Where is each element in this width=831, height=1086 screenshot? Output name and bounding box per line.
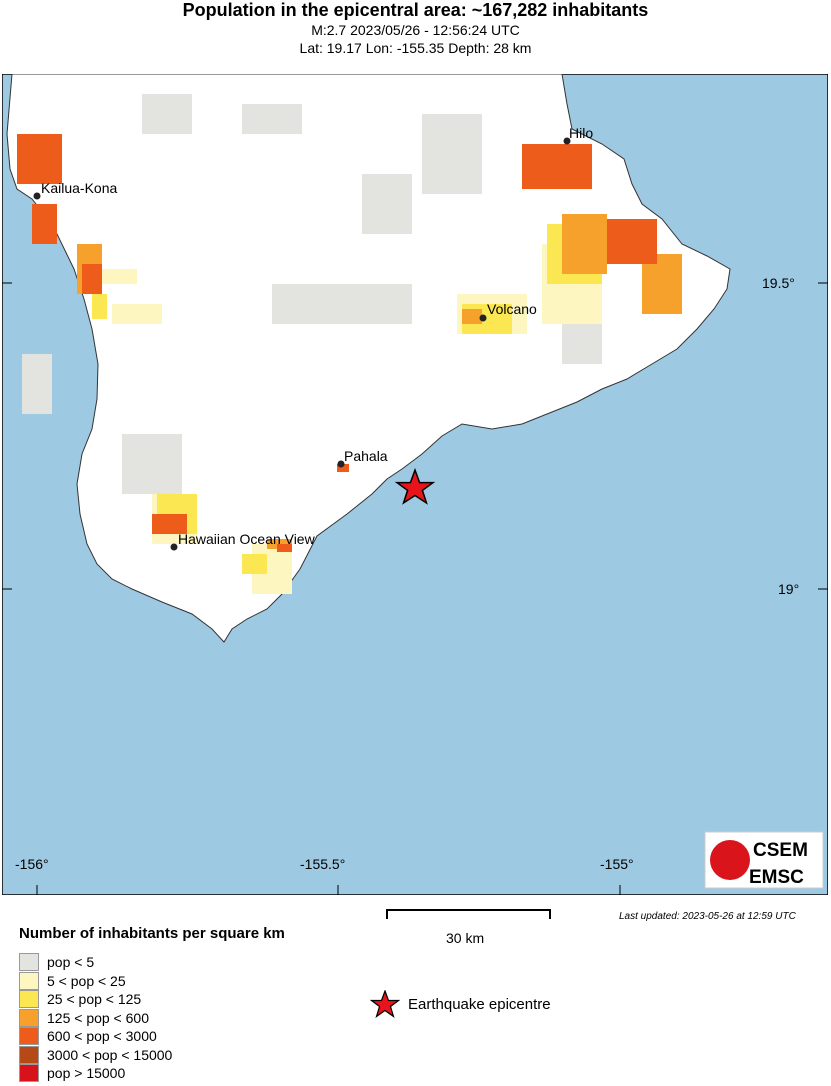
kailua-kona-marker	[33, 192, 41, 200]
lon-tick: -156°	[15, 856, 49, 872]
place-label: Hawaiian Ocean View	[178, 531, 316, 547]
pahala-marker	[337, 460, 345, 468]
place-label: Pahala	[344, 448, 388, 464]
hilo-marker	[563, 137, 571, 145]
svg-text:EMSC: EMSC	[749, 867, 804, 888]
legend-title: Number of inhabitants per square km	[19, 925, 285, 942]
legend-item: 600 < pop < 3000	[19, 1027, 157, 1045]
legend-swatch	[19, 1045, 39, 1064]
legend-swatch	[19, 1064, 39, 1082]
legend-label: 25 < pop < 125	[47, 991, 142, 1007]
place-label: Hilo	[569, 125, 593, 141]
legend-label: 600 < pop < 3000	[47, 1028, 157, 1044]
legend-item: 3000 < pop < 15000	[19, 1045, 173, 1064]
lat-tick: 19.5°	[762, 275, 795, 291]
epicenter-star	[394, 467, 436, 505]
legend-item: 25 < pop < 125	[19, 990, 141, 1008]
legend-item: 125 < pop < 600	[19, 1008, 149, 1027]
epicenter-star-icon	[370, 990, 400, 1018]
event-info: M:2.7 2023/05/26 - 12:56:24 UTC	[311, 22, 520, 38]
legend-swatch	[19, 971, 39, 990]
svg-text:CSEM: CSEM	[753, 840, 808, 861]
hawaiian-ocean-view-marker	[170, 543, 178, 551]
last-updated: Last updated: 2023-05-26 at 12:59 UTC	[619, 911, 796, 922]
legend-label: pop > 15000	[47, 1065, 126, 1081]
event-location: Lat: 19.17 Lon: -155.35 Depth: 28 km	[299, 40, 532, 56]
legend-item: 5 < pop < 25	[19, 971, 126, 990]
scale-bar	[386, 909, 551, 919]
place-label: Kailua-Kona	[41, 180, 117, 196]
legend-label: 3000 < pop < 15000	[47, 1046, 173, 1063]
legend-label: pop < 5	[47, 954, 95, 970]
legend-item: pop > 15000	[19, 1064, 125, 1082]
epicentre-label: Earthquake epicentre	[408, 995, 551, 1013]
map-title: Population in the epicentral area: ~167,…	[182, 0, 649, 20]
volcano-marker	[479, 314, 487, 322]
pop-600-3000-areas	[17, 134, 657, 552]
place-label: Volcano	[487, 301, 537, 317]
lat-tick: 19°	[778, 581, 800, 597]
legend-swatch	[19, 953, 39, 971]
legend-swatch	[19, 1008, 39, 1027]
lon-tick: -155°	[600, 856, 634, 872]
legend-swatch	[19, 1027, 39, 1045]
place-markers	[33, 137, 571, 551]
legend-label: 5 < pop < 25	[47, 972, 126, 989]
legend-item: pop < 5	[19, 953, 94, 971]
population-map: Hilo Kailua-Kona Volcano Pahala Hawaiian…	[2, 74, 828, 895]
legend-label: 125 < pop < 600	[47, 1009, 149, 1026]
csem-emsc-logo: CSEM EMSC	[704, 831, 824, 889]
lon-tick: -155.5°	[300, 856, 346, 872]
legend-swatch	[19, 990, 39, 1008]
epicentre-legend: Earthquake epicentre	[370, 990, 551, 1018]
scale-label: 30 km	[446, 930, 485, 946]
